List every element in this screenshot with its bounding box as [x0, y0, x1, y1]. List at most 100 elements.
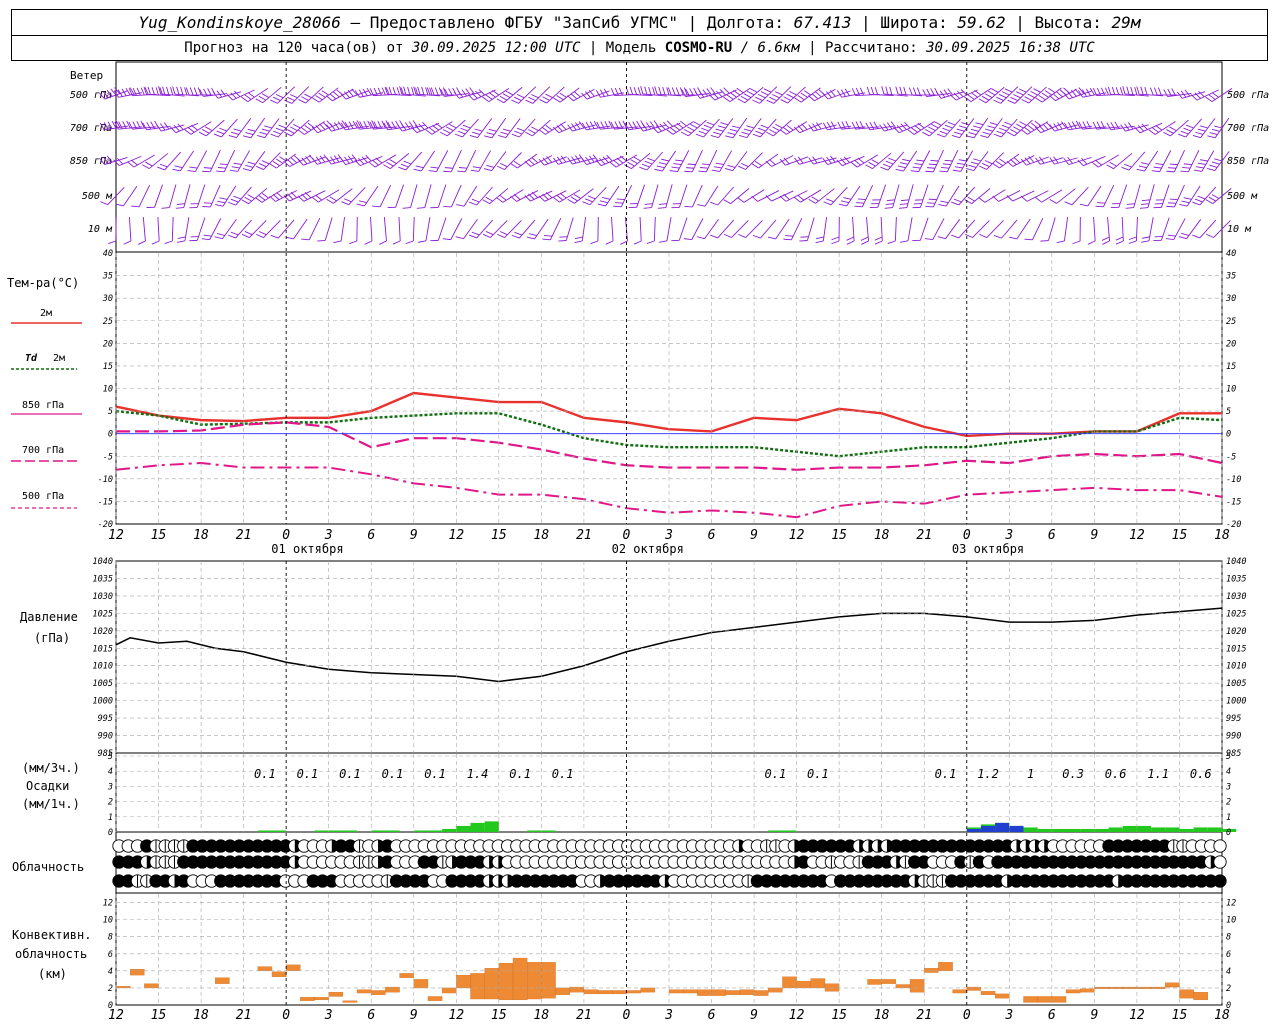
wind-barb [1077, 155, 1106, 167]
wind-barb-shaft [869, 94, 894, 96]
wind-barb-flag [1010, 158, 1017, 165]
wind-barb-shaft [138, 185, 151, 207]
wind-barb-flag [675, 159, 684, 162]
wind-barb-flag [174, 165, 183, 169]
wind-barb-flag [937, 236, 946, 240]
wind-barb-flag [499, 231, 508, 236]
wind-barb-flag [736, 87, 744, 94]
y-tick-label: 1025 [93, 609, 113, 619]
wind-barb-flag [581, 92, 588, 100]
wind-barb-flag [472, 131, 481, 135]
wind-barb-flag [1137, 125, 1145, 132]
wind-barb-flag [993, 234, 1002, 239]
wind-barb-flag [125, 87, 131, 96]
wind-barb-flag [364, 240, 373, 245]
wind-barb-flag [871, 159, 879, 164]
wind-barb-flag [648, 86, 652, 95]
hour-tick-label: 12 [108, 528, 124, 543]
wind-barb-flag [845, 120, 850, 129]
wind-barb-shaft [998, 190, 1021, 202]
wind-barb-flag [902, 158, 911, 162]
wind-barb-flag [1035, 196, 1042, 203]
wind-barb-flag [1056, 91, 1063, 98]
wind-barb [1192, 118, 1216, 139]
wind-barb [1063, 156, 1092, 166]
wind-barb [751, 153, 779, 169]
forecast-label: Прогноз на 120 часа(ов) от [184, 40, 404, 56]
cloud-cover-symbol [1176, 839, 1190, 853]
y-tick-label: 6 [108, 950, 113, 960]
wind-barb-flag [469, 134, 478, 139]
wind-barb-flag [352, 120, 358, 129]
wind-barb-flag [710, 87, 716, 95]
wind-barb-flag [499, 195, 507, 201]
wind-barb [937, 118, 961, 138]
cloud-cover-symbol [1213, 855, 1227, 869]
wind-barb-shaft [666, 217, 672, 241]
y-tick-label: 35 [1225, 272, 1236, 282]
wind-barb [164, 216, 174, 244]
wind-barb-flag [214, 236, 223, 240]
wind-barb-flag [644, 86, 648, 95]
wind-barb-flag [683, 87, 688, 96]
wind-barb-flag [1024, 127, 1032, 133]
wind-barb-flag [751, 195, 758, 202]
wind-barb-flag [708, 94, 716, 101]
wind-barb-flag [666, 120, 674, 127]
wind-barb-flag [231, 131, 239, 135]
conv-bar [356, 989, 372, 994]
wind-barb-flag [326, 198, 334, 204]
wind-barb [425, 121, 453, 135]
wind-barb-flag [592, 154, 599, 162]
wind-barb-flag [245, 132, 254, 135]
wind-barb-flag [129, 87, 135, 95]
wind-barb [993, 86, 1019, 104]
precip-bar [1023, 827, 1038, 832]
wind-barb-flag [884, 207, 893, 209]
hour-tick-label: 6 [367, 528, 375, 543]
wind-barb-flag [413, 168, 422, 172]
wind-barb-flag [449, 123, 457, 129]
wind-barb-flag [1031, 122, 1038, 129]
wind-barb-shaft [1093, 216, 1096, 242]
wind-barb-flag [176, 86, 180, 95]
wind-barb [723, 220, 749, 238]
wind-barb-flag [729, 92, 737, 98]
wind-barb [255, 86, 282, 104]
wind-barb-flag [895, 168, 904, 172]
wind-barb [710, 219, 735, 239]
hour-tick-label: 3 [664, 528, 673, 543]
wind-barb-flag [1038, 125, 1045, 132]
wind-barb-flag [1209, 164, 1218, 168]
wind-barb-flag [965, 168, 974, 172]
wind-barb [187, 150, 208, 173]
wind-barb-flag [123, 240, 132, 245]
wind-barb-flag [542, 157, 549, 165]
wind-barb-flag [385, 87, 390, 95]
wind-barb [887, 216, 897, 244]
legend-850-label: 850 гПа [22, 400, 64, 411]
wind-barb [724, 151, 748, 172]
wind-barb-flag [698, 90, 705, 98]
wind-barb-shaft [463, 219, 478, 239]
wind-barb [1128, 216, 1138, 244]
wind-barb-flag [99, 92, 106, 100]
wind-barb-flag [797, 95, 805, 101]
wind-barb-flag [740, 162, 749, 168]
wind-barb-shaft [972, 220, 990, 238]
wind-barb-flag [1016, 123, 1024, 129]
wind-barb-flag [524, 160, 532, 167]
wind-barb-flag [402, 207, 411, 209]
wind-barb-flag [979, 233, 987, 239]
conv-bar [300, 997, 315, 1001]
wind-barb-flag [1134, 87, 1138, 96]
wind-barb-flag [457, 130, 466, 135]
wind-barb-flag [164, 240, 173, 244]
wind-barb-flag [469, 201, 477, 206]
wind-barb-flag [1163, 131, 1171, 137]
wind-barb [369, 87, 398, 97]
wind-barb-flag [1115, 240, 1124, 245]
wind-barb-shaft [1200, 118, 1216, 138]
wind-barb-flag [99, 157, 105, 165]
conv-bar [938, 962, 953, 971]
